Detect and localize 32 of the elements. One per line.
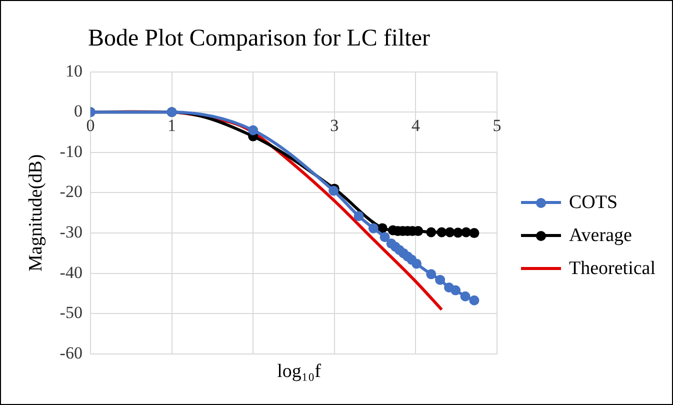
y-tick-label: -50: [60, 303, 82, 322]
point: [354, 211, 364, 222]
legend-label: COTS: [569, 192, 618, 214]
y-axis-title: Magnitude(dB): [25, 154, 46, 272]
x-tick-label: 3: [330, 116, 339, 135]
point: [426, 227, 436, 238]
y-tick-label: -40: [60, 262, 82, 282]
point: [248, 125, 258, 136]
point: [450, 285, 461, 296]
y-tick-label: -60: [60, 343, 82, 362]
y-tick-label: 10: [65, 61, 82, 80]
y-tick-label: -20: [60, 182, 82, 202]
legend-label: Average: [569, 224, 632, 246]
y-tick-label: -30: [60, 222, 82, 242]
point: [426, 269, 436, 280]
x-tick-label: 1: [168, 116, 176, 135]
point: [460, 291, 470, 302]
chart-title: Bode Plot Comparison for LC filter: [88, 26, 430, 52]
x-tick-label: 4: [411, 116, 420, 135]
point: [435, 274, 446, 285]
point: [469, 228, 480, 238]
y-tick-label: 0: [74, 102, 82, 121]
x-tick-label: 0: [86, 116, 95, 135]
x-tick-label: 5: [492, 116, 502, 135]
y-tick-label: -10: [60, 142, 82, 161]
point: [412, 258, 422, 269]
point: [469, 295, 480, 306]
point: [380, 232, 390, 242]
point: [368, 223, 378, 234]
point: [452, 228, 463, 238]
x-axis-title: log₁₀f: [276, 361, 322, 383]
legend-label: Theoretical: [569, 258, 656, 280]
